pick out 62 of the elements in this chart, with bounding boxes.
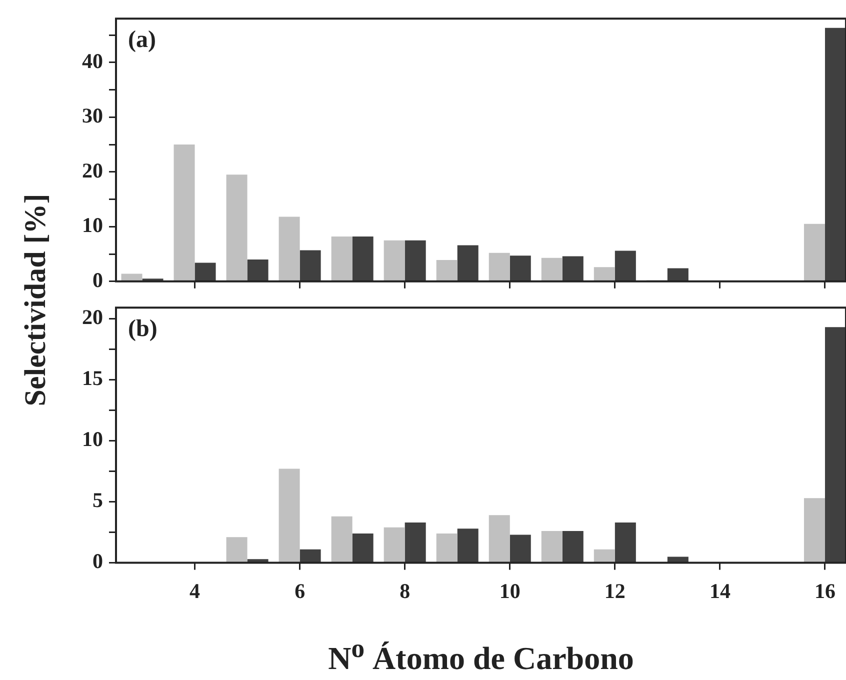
bar <box>300 250 321 281</box>
bar <box>510 534 531 562</box>
bar <box>541 531 562 562</box>
bar <box>352 533 374 562</box>
y-tick-label: 20 <box>82 305 103 330</box>
x-tick-label: 4 <box>190 578 201 603</box>
bar <box>436 260 458 281</box>
bar <box>194 262 216 281</box>
bar <box>331 516 352 562</box>
y-axis-title: Selectividad [%] <box>19 194 53 406</box>
bar <box>614 522 636 562</box>
y-tick-label: 0 <box>92 268 103 292</box>
bar <box>247 559 268 562</box>
bar <box>824 327 846 562</box>
bar <box>594 549 615 562</box>
y-tick-label: 30 <box>82 104 103 128</box>
y-tick-label: 5 <box>92 488 103 512</box>
bar <box>562 256 584 281</box>
bar <box>436 533 458 562</box>
bar <box>667 268 688 281</box>
bar <box>488 252 510 281</box>
y-tick-label: 0 <box>92 549 103 574</box>
bar <box>562 531 584 562</box>
bar <box>226 537 248 562</box>
x-tick-label: 10 <box>499 578 520 603</box>
bar <box>404 240 426 281</box>
bar <box>594 267 615 281</box>
x-tick-label: 16 <box>814 578 836 603</box>
x-tick-label: 8 <box>400 578 410 603</box>
bar <box>384 240 405 281</box>
annotation: (a) <box>128 26 156 53</box>
x-tick-label: 12 <box>604 578 626 603</box>
bar <box>300 549 321 562</box>
bar <box>804 224 825 281</box>
y-tick-label: 40 <box>82 48 103 73</box>
bar <box>247 260 268 281</box>
y-tick-label: 20 <box>82 158 103 182</box>
bar <box>804 498 825 562</box>
x-tick-label: 14 <box>709 578 731 603</box>
annotation: (b) <box>128 316 158 342</box>
bar <box>510 256 531 281</box>
bar <box>384 527 405 562</box>
bar <box>121 274 142 281</box>
bar <box>331 236 352 281</box>
bar <box>226 174 248 281</box>
x-axis-title: N$^{o}$ Átomo de Carbono <box>328 633 634 677</box>
bar <box>614 250 636 281</box>
bar <box>457 528 478 562</box>
y-tick-label: 10 <box>82 213 103 238</box>
bar <box>824 28 846 281</box>
bar <box>488 515 510 562</box>
bar <box>278 216 300 281</box>
y-tick-label: 15 <box>82 366 103 390</box>
bar <box>404 522 426 562</box>
x-tick-label: 6 <box>294 578 306 603</box>
y-tick-label: 10 <box>82 427 103 452</box>
bar <box>174 144 195 281</box>
bar <box>278 468 300 562</box>
bar <box>352 236 374 281</box>
bar <box>541 258 562 281</box>
bar <box>667 556 688 562</box>
bar <box>457 245 478 281</box>
